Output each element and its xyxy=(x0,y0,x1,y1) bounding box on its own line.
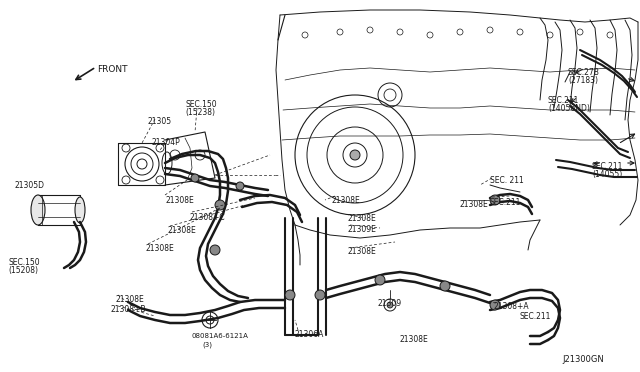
Text: 21304P: 21304P xyxy=(152,138,180,147)
Text: 21308E: 21308E xyxy=(332,196,361,205)
Circle shape xyxy=(490,300,500,310)
Text: 21305D: 21305D xyxy=(14,181,44,190)
Circle shape xyxy=(350,150,360,160)
Text: FRONT: FRONT xyxy=(97,65,127,74)
Text: SEC.150: SEC.150 xyxy=(185,100,216,109)
Text: 21308+C: 21308+C xyxy=(190,213,226,222)
Text: 21308+B: 21308+B xyxy=(110,305,145,314)
Text: 21308E: 21308E xyxy=(165,196,194,205)
Text: 21306A: 21306A xyxy=(295,330,324,339)
Text: 21308+A: 21308+A xyxy=(494,302,530,311)
Circle shape xyxy=(490,195,500,205)
Text: SEC.211: SEC.211 xyxy=(520,312,552,321)
Text: (27183): (27183) xyxy=(568,76,598,85)
Ellipse shape xyxy=(75,197,85,223)
Circle shape xyxy=(440,281,450,291)
Text: 21308E: 21308E xyxy=(115,295,144,304)
Text: 08081A6-6121A: 08081A6-6121A xyxy=(192,333,249,339)
Text: (14055): (14055) xyxy=(592,170,622,179)
Text: 21308E: 21308E xyxy=(168,226,196,235)
Text: (15238): (15238) xyxy=(185,108,215,117)
Text: SEC.27B: SEC.27B xyxy=(568,68,600,77)
Circle shape xyxy=(210,245,220,255)
Text: 21309: 21309 xyxy=(378,299,402,308)
Circle shape xyxy=(285,290,295,300)
Circle shape xyxy=(215,200,225,210)
Text: 21308E: 21308E xyxy=(145,244,173,253)
Circle shape xyxy=(387,302,393,308)
Text: 21305: 21305 xyxy=(148,117,172,126)
Circle shape xyxy=(191,174,199,182)
Circle shape xyxy=(375,275,385,285)
Text: 21308E: 21308E xyxy=(460,200,489,209)
Text: SEC.211: SEC.211 xyxy=(490,198,522,207)
Text: (3): (3) xyxy=(202,341,212,347)
Text: SEC.211: SEC.211 xyxy=(548,96,579,105)
Text: (15208): (15208) xyxy=(8,266,38,275)
Text: (14056ND): (14056ND) xyxy=(548,104,590,113)
Text: SEC.211: SEC.211 xyxy=(592,162,623,171)
Circle shape xyxy=(315,290,325,300)
Text: J21300GN: J21300GN xyxy=(562,355,604,364)
Text: 21308E: 21308E xyxy=(348,214,377,223)
Text: SEC. 211: SEC. 211 xyxy=(490,176,524,185)
Circle shape xyxy=(236,182,244,190)
Text: 21308E: 21308E xyxy=(348,247,377,256)
Text: 21308E: 21308E xyxy=(400,335,429,344)
Ellipse shape xyxy=(31,195,45,225)
Text: SEC.150: SEC.150 xyxy=(8,258,40,267)
Text: 21309E: 21309E xyxy=(348,225,377,234)
